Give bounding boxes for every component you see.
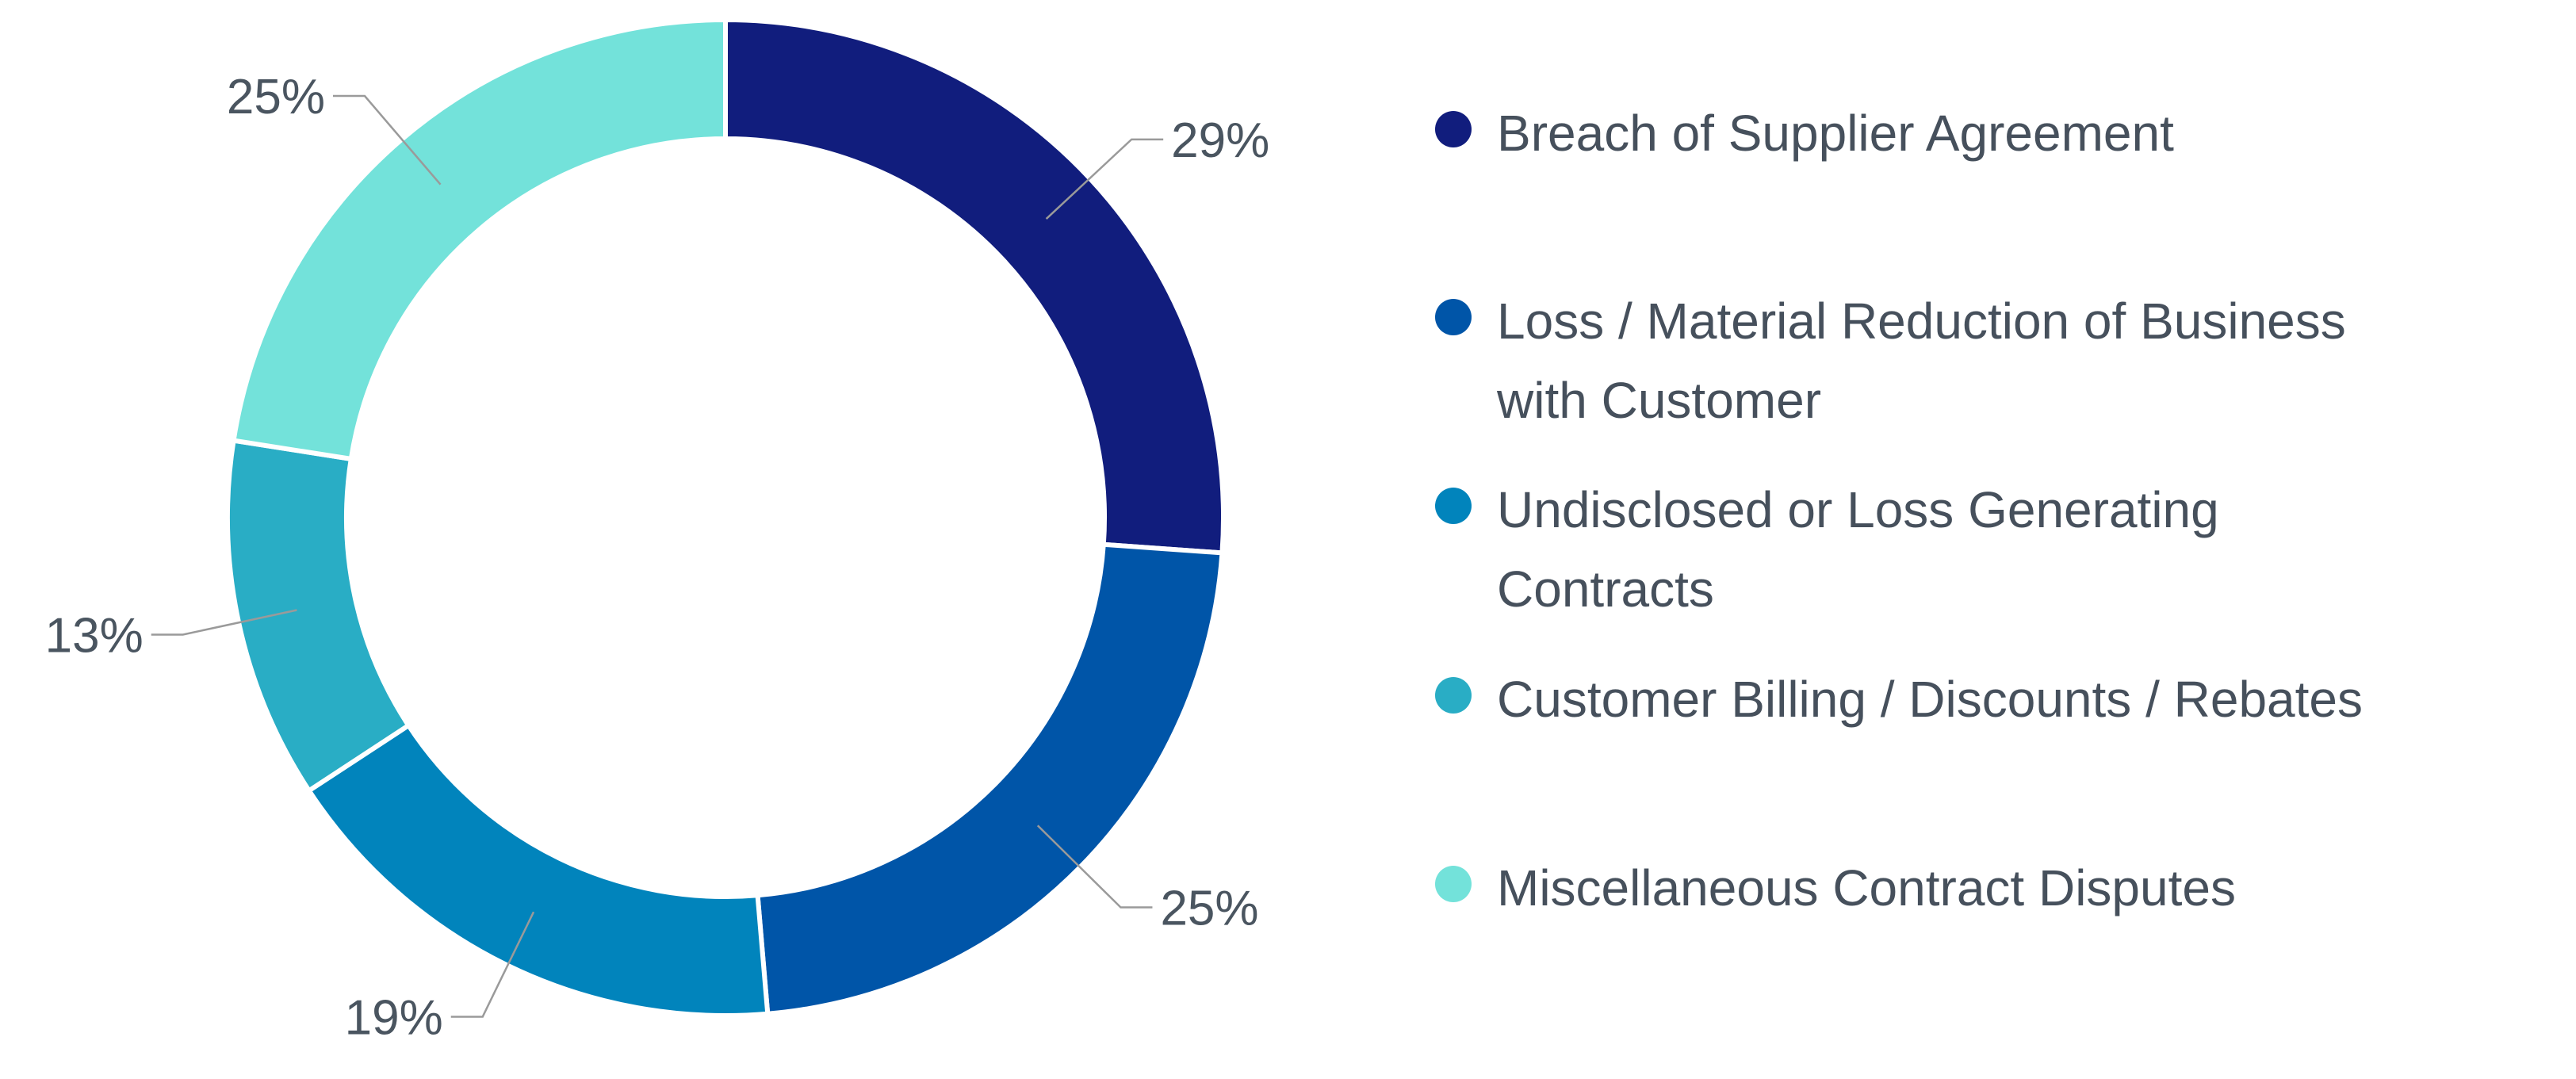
legend-item-misc-disputes: Miscellaneous Contract Disputes <box>1435 848 2432 928</box>
legend-label: Customer Billing / Discounts / Rebates <box>1497 671 2363 728</box>
slice-breach <box>723 17 1226 556</box>
leader-line-customer-billing <box>151 609 297 636</box>
donut-slices <box>225 17 1226 1018</box>
value-labels: 29% 25% 19% 13% 25% <box>45 70 1270 1045</box>
leader-line-misc-disputes <box>333 94 442 186</box>
leader-line-breach <box>1045 138 1164 220</box>
legend-label: Breach of Supplier Agreement <box>1497 105 2174 162</box>
legend-item-undisclosed-contracts: Undisclosed or Loss Generating Contracts <box>1435 470 2432 629</box>
slice-undisclosed-contracts <box>305 721 771 1018</box>
legend-item-customer-billing: Customer Billing / Discounts / Rebates <box>1435 660 2432 739</box>
value-label-misc-disputes: 25% <box>227 70 325 124</box>
value-label-customer-billing: 13% <box>45 608 144 663</box>
leader-line-undisclosed-contracts <box>450 911 535 1018</box>
legend-item-loss-of-business: Loss / Material Reduction of Business wi… <box>1435 281 2432 440</box>
legend-swatch <box>1435 866 1472 902</box>
legend-swatch <box>1435 299 1472 335</box>
slice-misc-disputes <box>231 17 728 462</box>
legend-swatch <box>1435 488 1472 524</box>
value-label-loss-of-business: 25% <box>1160 881 1258 936</box>
legend-label: Loss / Material Reduction of Business wi… <box>1497 293 2346 429</box>
leader-lines <box>151 94 1164 1018</box>
legend-label: Undisclosed or Loss Generating Contracts <box>1497 481 2219 618</box>
leader-line-loss-of-business <box>1036 825 1153 909</box>
slice-customer-billing <box>225 438 412 794</box>
slice-loss-of-business <box>755 541 1225 1016</box>
legend-label: Miscellaneous Contract Disputes <box>1497 859 2236 916</box>
value-label-undisclosed-contracts: 19% <box>345 990 443 1045</box>
legend-swatch <box>1435 111 1472 147</box>
legend-item-breach: Breach of Supplier Agreement <box>1435 94 2432 173</box>
value-label-breach: 29% <box>1171 113 1269 168</box>
legend-swatch <box>1435 677 1472 714</box>
